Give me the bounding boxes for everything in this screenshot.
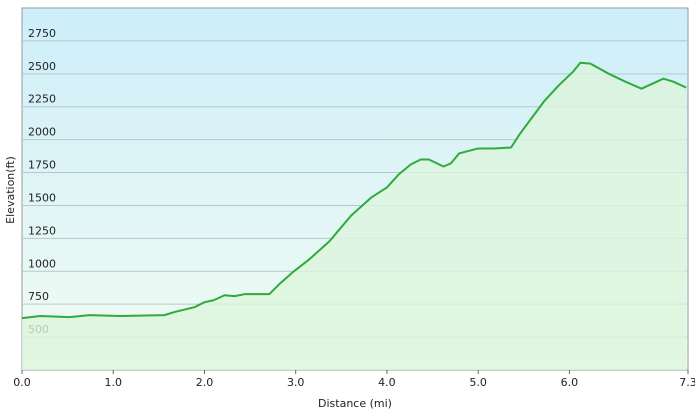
y-tick-label: 1500 bbox=[28, 191, 56, 204]
y-tick-label: 1750 bbox=[28, 159, 56, 172]
elevation-area bbox=[22, 62, 687, 370]
x-tick-label: 5.0 bbox=[469, 376, 487, 389]
x-axis-title: Distance (mi) bbox=[318, 397, 392, 410]
y-tick-label: 1250 bbox=[28, 224, 56, 237]
x-tick-label: 4.0 bbox=[378, 376, 396, 389]
y-tick-label: 750 bbox=[28, 290, 49, 303]
elevation-line bbox=[21, 61, 687, 320]
x-tick-label: 0.0 bbox=[13, 376, 31, 389]
x-tick-label: 2.0 bbox=[196, 376, 214, 389]
y-tick-label: 2750 bbox=[28, 27, 56, 40]
y-axis-title: Elevation(ft) bbox=[4, 156, 17, 224]
x-tick-label: 3.0 bbox=[287, 376, 305, 389]
y-tick-label: 2250 bbox=[28, 93, 56, 106]
x-tick-label: 6.0 bbox=[561, 376, 579, 389]
x-tick-label: 1.0 bbox=[104, 376, 122, 389]
y-tick-label: 2000 bbox=[28, 126, 56, 139]
y-tick-label: 1000 bbox=[28, 257, 56, 270]
y-tick-label: 2500 bbox=[28, 60, 56, 73]
x-tick-label: 7.3 bbox=[679, 376, 695, 389]
